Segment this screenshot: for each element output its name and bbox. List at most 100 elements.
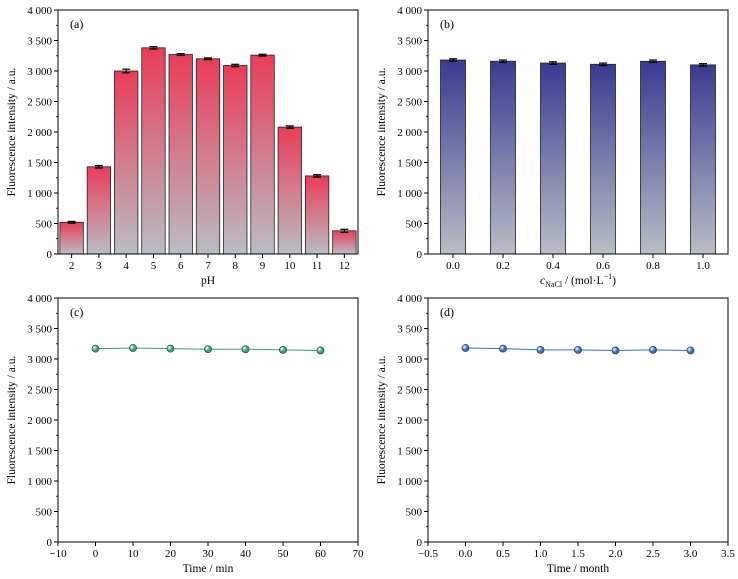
bar-0.6 (590, 63, 616, 255)
y-tick-label: 1 500 (27, 158, 52, 170)
x-tick-label: 50 (278, 548, 290, 560)
data-point (611, 346, 620, 355)
chart-panel-4: −0.5 0.0 0.5 1.0 1.5 2.0 2.5 3.0 3.5 0 500 1 000 1 5… (376, 293, 735, 575)
data-point (461, 344, 470, 352)
y-tick-label: 500 (36, 219, 53, 231)
x-tick-label: 11 (312, 260, 323, 272)
data-point (574, 345, 582, 354)
y-tick-label: 3 000 (397, 354, 422, 366)
x-tick-label: 0.8 (646, 260, 660, 272)
x-axis-label: cNaCl / (mol·L−1) (540, 272, 616, 289)
y-tick-label: 3 500 (397, 36, 422, 48)
bar-11 (304, 175, 330, 255)
y-tick-label: 0 (417, 537, 423, 549)
y-tick-label: 1 000 (27, 188, 52, 200)
plot-frame (57, 297, 359, 543)
x-tick-label: 4 (123, 260, 129, 272)
y-tick-label: 1 000 (397, 188, 422, 200)
x-tick-label: 3.0 (684, 548, 698, 560)
bar-5 (141, 47, 166, 255)
bar-6 (168, 54, 193, 255)
y-tick-label: 2 500 (397, 97, 422, 109)
bar-0.4 (540, 62, 566, 255)
x-tick-label: 2.5 (646, 548, 660, 560)
x-tick-label: 3.5 (721, 548, 735, 560)
x-tick-label: 1.0 (534, 548, 548, 560)
y-tick-label: 0 (47, 249, 53, 261)
y-tick-label: 500 (36, 507, 53, 519)
bar-4 (114, 70, 139, 255)
x-tick-label: 12 (339, 260, 350, 272)
x-tick-label: 0.6 (596, 260, 610, 272)
bar-7 (195, 58, 221, 255)
y-tick-label: 1 500 (397, 158, 422, 170)
y-tick-label: 1 500 (27, 446, 52, 458)
x-tick-label: 2.0 (609, 548, 623, 560)
y-tick-label: 500 (406, 219, 423, 231)
data-point (649, 345, 657, 354)
x-tick-label: 0 (93, 548, 99, 560)
plot-frame (427, 297, 729, 543)
bar-0.8 (640, 60, 666, 255)
x-axis-label: pH (201, 275, 215, 287)
y-tick-label: 2 500 (397, 385, 422, 397)
y-tick-label: 2 000 (397, 127, 422, 139)
x-axis-label: Time / month (547, 563, 609, 575)
x-tick-label: 30 (203, 548, 215, 560)
y-tick-label: 0 (47, 537, 53, 549)
bar-0.0 (440, 59, 466, 255)
bar-2 (59, 221, 84, 255)
x-axis-label: Time / min (183, 563, 234, 575)
y-axis-label: Fluorescence intensity / a.u. (6, 68, 18, 197)
data-point (166, 344, 175, 353)
y-tick-label: 4 000 (27, 293, 52, 305)
data-point (536, 345, 545, 354)
y-tick-label: 3 500 (27, 36, 52, 48)
y-tick-label: 3 500 (397, 324, 422, 336)
chart-panel-1: 2 3 4 5 6 7 8 9 10 11 12 0 500 1 000 1 500 2 000 2 500 3 … (6, 5, 359, 287)
data-point (241, 345, 250, 354)
y-tick-label: 2 000 (27, 127, 52, 139)
y-tick-label: 3 000 (27, 354, 52, 366)
x-tick-label: 0.5 (496, 548, 510, 560)
x-tick-label: −0.5 (418, 548, 438, 560)
x-tick-label: 7 (205, 260, 211, 272)
y-tick-label: 2 000 (397, 415, 422, 427)
data-point (499, 344, 507, 353)
x-tick-label: 0.4 (546, 260, 560, 272)
x-tick-label: 10 (284, 260, 296, 272)
bar-1.0 (690, 64, 716, 255)
x-tick-label: 2 (69, 260, 75, 272)
x-tick-label: 9 (260, 260, 266, 272)
bar-10 (277, 126, 302, 255)
y-tick-label: 3 500 (27, 324, 52, 336)
bar-8 (223, 65, 248, 255)
y-tick-label: 3 000 (397, 66, 422, 78)
x-tick-label: 70 (353, 548, 365, 560)
y-tick-label: 0 (417, 249, 423, 261)
bar-9 (250, 54, 275, 255)
bar-3 (86, 166, 112, 255)
y-tick-label: 2 000 (27, 415, 52, 427)
data-point (204, 345, 212, 354)
panel-label: (b) (440, 17, 454, 31)
data-point (129, 344, 137, 352)
x-tick-label: 1.5 (571, 548, 585, 560)
x-tick-label: 5 (151, 260, 157, 272)
x-tick-label: 10 (128, 548, 140, 560)
data-point (279, 345, 287, 354)
x-tick-label: 1.0 (696, 260, 710, 272)
panel-label: (a) (70, 17, 83, 31)
x-tick-label: 0.2 (496, 260, 510, 272)
y-tick-label: 1 500 (397, 446, 422, 458)
bar-12 (332, 230, 357, 255)
bar-0.2 (490, 60, 516, 255)
data-point (91, 344, 100, 353)
x-tick-label: 3 (96, 260, 102, 272)
x-tick-label: 20 (165, 548, 177, 560)
y-tick-label: 3 000 (27, 66, 52, 78)
y-tick-label: 500 (406, 507, 423, 519)
x-tick-label: 0.0 (446, 260, 460, 272)
x-tick-label: 60 (315, 548, 327, 560)
